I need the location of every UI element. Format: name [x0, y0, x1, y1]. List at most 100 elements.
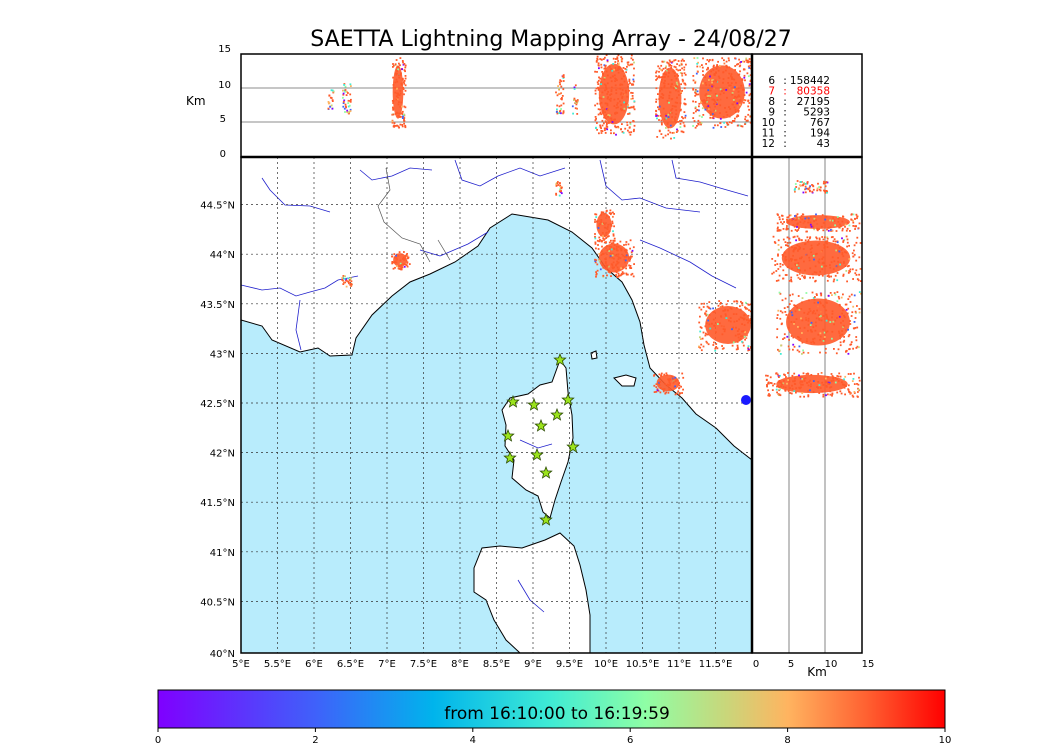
altitude-tick-label: 5 [220, 114, 226, 125]
longitude-tick-label: 8.5°E [483, 659, 510, 670]
figure-title: SAETTA Lightning Mapping Array - 24/08/2… [310, 27, 791, 52]
altitude-column-h [692, 57, 752, 129]
station-star-icon [503, 450, 517, 464]
latitude-tick-label: 40.5°N [200, 597, 235, 608]
storm-cell-provence [341, 275, 353, 288]
station-star-icon [550, 407, 564, 421]
side-band-b [776, 213, 861, 233]
station-markers [501, 352, 580, 526]
map-panel [241, 157, 752, 653]
storm-cell-tuscany [698, 300, 752, 352]
altitude-level-number: 12 [762, 138, 775, 150]
colorbar-tick-label: 10 [939, 735, 952, 746]
longitude-tick-label: 5.5°E [264, 659, 291, 670]
longitude-tick-label: 5°E [232, 659, 250, 670]
altitude-column-e [571, 84, 579, 115]
longitude-tick-label: 7.5°E [410, 659, 437, 670]
altitude-count-table: 6:1584427:803588:271959:529310:76711:194… [762, 75, 831, 150]
source-count: 80358 [797, 86, 830, 98]
altitude-lightning-sources [327, 54, 752, 140]
colorbar-tick-label: 0 [155, 735, 161, 746]
separator-colon: : [783, 86, 787, 98]
station-star-icon [553, 352, 567, 366]
storm-cell-liguria [594, 239, 635, 278]
source-count: 43 [817, 138, 830, 150]
storm-cell-liguria-west [594, 209, 616, 243]
altitude-tick-label: 10 [218, 80, 231, 91]
side-tick-label: 0 [753, 659, 759, 670]
colorbar-tick-label: 2 [312, 735, 318, 746]
altitude-level-number: 11 [762, 128, 775, 140]
station-star-icon [527, 397, 541, 411]
longitude-tick-label: 10°E [594, 659, 618, 670]
side-band-d [776, 291, 862, 355]
station-star-icon [539, 465, 553, 479]
station-star-icon [561, 392, 575, 406]
side-tick-label: 15 [862, 659, 875, 670]
altitude-tick-label: 0 [220, 149, 226, 160]
altitude-panel [241, 54, 752, 157]
separator-colon: : [783, 117, 787, 129]
storm-cell-elba [653, 372, 685, 396]
colorbar-tick-label: 6 [627, 735, 633, 746]
longitude-tick-label: 6.5°E [337, 659, 364, 670]
longitude-tick-label: 9°E [524, 659, 542, 670]
side-band-c [771, 235, 862, 283]
sardinia-island [473, 532, 591, 653]
altitude-column-c [391, 57, 407, 129]
altitude-level-number: 10 [762, 117, 775, 129]
longitude-tick-label: 11.5°E [699, 659, 733, 670]
map-axis-labels: 5°E 5.5°E 6°E 6.5°E 7°E 7.5°E 8°E 8.5°E 9°E 9.5°E… [200, 201, 732, 670]
altitude-column-f [594, 54, 636, 136]
source-count: 194 [810, 128, 830, 140]
latitude-tick-label: 44.5°N [200, 201, 235, 212]
source-count: 767 [810, 117, 830, 129]
separator-colon: : [783, 96, 787, 108]
side-unit-label: Km [807, 665, 827, 679]
latitude-tick-label: 44°N [210, 250, 235, 261]
country-borders [377, 167, 451, 263]
rivers [241, 159, 749, 613]
longitude-tick-label: 7°E [378, 659, 396, 670]
side-tick-label: 10 [825, 659, 838, 670]
altitude-level-number: 6 [768, 75, 775, 87]
separator-colon: : [783, 138, 787, 150]
longitude-tick-label: 10.5°E [626, 659, 660, 670]
latitude-altitude-panel [752, 157, 862, 653]
source-count: 158442 [790, 75, 830, 87]
elba-island [613, 374, 637, 387]
side-band-a [793, 180, 829, 194]
altitude-column-a [327, 89, 335, 110]
colorbar-tick-label: 4 [470, 735, 476, 746]
latitude-tick-label: 41.5°N [200, 498, 235, 509]
altitude-column-b [342, 83, 352, 115]
latitude-tick-label: 40°N [210, 649, 235, 660]
station-star-icon [539, 512, 553, 526]
colorbar-tick-label: 8 [784, 735, 790, 746]
station-star-icon [506, 394, 520, 408]
altitude-unit-label: Km [186, 94, 206, 108]
colorbar-ticks: 0 2 4 6 8 10 [155, 728, 952, 746]
latitude-tick-label: 41°N [210, 548, 235, 559]
colorbar-label: from 16:10:00 to 16:19:59 [444, 704, 670, 724]
station-star-icon [530, 447, 544, 461]
source-count: 27195 [797, 96, 830, 108]
longitude-tick-label: 9.5°E [556, 659, 583, 670]
side-tick-label: 5 [788, 659, 794, 670]
separator-colon: : [783, 128, 787, 140]
altitude-column-g [655, 58, 687, 140]
storm-cell-alps [391, 251, 411, 271]
altitude-tick-label: 15 [218, 44, 231, 55]
altitude-level-number: 9 [768, 107, 775, 119]
map-lightning-sources [341, 181, 752, 405]
altitude-column-d [555, 74, 565, 115]
side-band-e [765, 372, 861, 398]
station-star-icon [534, 418, 548, 432]
latitude-tick-label: 42°N [210, 449, 235, 460]
latitude-tick-label: 42.5°N [200, 399, 235, 410]
separator-colon: : [783, 75, 787, 87]
altitude-level-number: 7 [768, 86, 775, 98]
corsica-island [501, 358, 574, 519]
storm-cell-east-point [741, 395, 751, 405]
